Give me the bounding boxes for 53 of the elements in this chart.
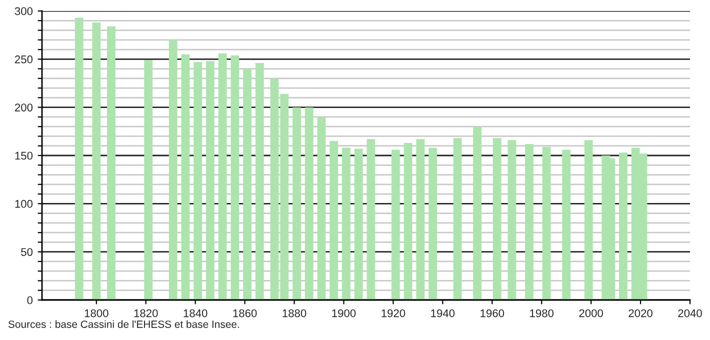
bar	[584, 140, 593, 300]
bar	[243, 68, 252, 300]
bar	[354, 148, 363, 300]
y-tick-label: 250	[14, 55, 33, 64]
bar	[168, 40, 178, 300]
bar	[453, 138, 462, 300]
y-tick-label: 0	[27, 296, 33, 304]
bar	[619, 152, 628, 300]
bar	[74, 18, 84, 300]
bar	[416, 139, 425, 300]
bar	[292, 107, 301, 300]
bar	[342, 148, 350, 300]
bar	[562, 150, 571, 300]
bar	[194, 62, 202, 300]
bar	[230, 55, 240, 300]
bar	[181, 54, 190, 300]
bar	[255, 63, 264, 300]
bar	[404, 142, 412, 300]
x-tick-label: 1860	[233, 309, 257, 318]
bar	[304, 107, 314, 300]
x-tick-label: 1980	[530, 309, 554, 318]
bar	[144, 60, 153, 300]
y-tick-label: 150	[15, 152, 33, 160]
bar	[508, 140, 516, 300]
bar	[492, 138, 502, 300]
bar	[92, 22, 101, 300]
x-tick-label: 1840	[184, 309, 208, 318]
bar	[218, 53, 227, 300]
bar	[206, 61, 214, 300]
x-tick-label: 2040	[678, 309, 702, 318]
bar	[391, 150, 400, 300]
x-tick-label: 1800	[84, 309, 108, 318]
x-tick-label: 1880	[282, 309, 306, 318]
x-tick-label: 1940	[431, 309, 455, 318]
x-tick-label: 2000	[579, 309, 603, 318]
y-tick-label: 200	[14, 104, 33, 112]
bar	[473, 126, 482, 300]
bar	[107, 26, 116, 300]
bar	[525, 144, 534, 300]
x-tick-label: 2020	[628, 309, 652, 318]
x-tick-label: 1960	[480, 309, 504, 318]
bar	[317, 116, 326, 300]
bar	[330, 141, 338, 300]
bar	[428, 148, 437, 300]
x-tick-label: 1920	[382, 309, 406, 318]
x-tick-label: 1900	[332, 309, 356, 318]
x-tick-label: 1820	[134, 309, 158, 318]
y-tick-label: 100	[15, 200, 33, 208]
y-tick-label: 300	[14, 7, 33, 16]
bar	[366, 139, 376, 300]
source-note: Sources : base Cassini de l'EHESS et base Insee.	[8, 320, 239, 328]
y-tick-label: 50	[21, 248, 33, 256]
bar	[542, 146, 551, 300]
